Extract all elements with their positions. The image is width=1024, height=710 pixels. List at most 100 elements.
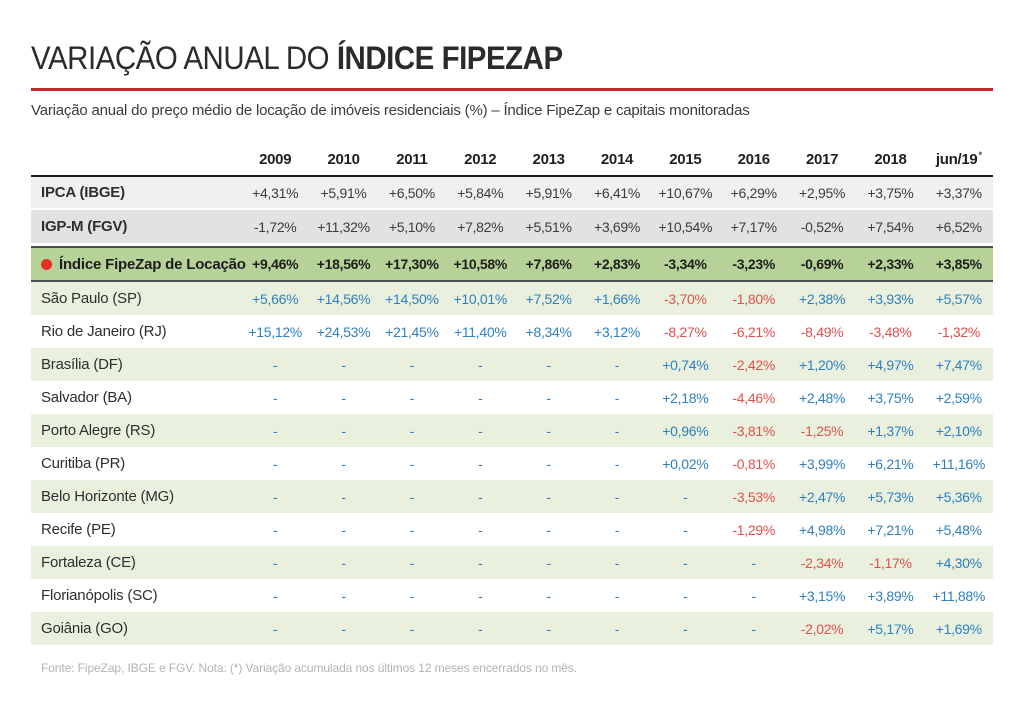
row-label: IPCA (IBGE) [31, 184, 241, 201]
value-cell: - [683, 587, 688, 604]
row-label: Goiânia (GO) [31, 620, 241, 637]
value-cell: - [341, 521, 346, 538]
value-cell: -1,25% [800, 422, 844, 439]
value-cell: +10,58% [453, 256, 508, 272]
value-cell: +5,51% [525, 218, 572, 235]
value-cell: - [478, 521, 483, 538]
value-cell: - [272, 521, 278, 538]
value-cell: +6,41% [593, 184, 641, 201]
value-cell: - [614, 521, 620, 538]
value-cell: - [546, 389, 551, 406]
table-header-row: 2009 2010 2011 2012 2013 2014 2015 2016 2017 2018… [31, 141, 993, 177]
value-cell: +0,02% [662, 455, 709, 472]
value-cell: +2,47% [799, 488, 846, 505]
value-cell: +7,52% [525, 290, 572, 307]
value-cell: -8,27% [664, 323, 707, 340]
value-cell: -6,21% [732, 323, 775, 340]
value-cell: - [683, 488, 688, 505]
value-cell: - [614, 356, 620, 373]
column-header-2016: 2016 [737, 151, 770, 168]
value-cell: -4,46% [732, 389, 775, 406]
value-cell: - [409, 488, 415, 505]
value-cell: +14,50% [385, 290, 439, 307]
value-cell: +2,10% [935, 422, 982, 439]
value-cell: - [341, 389, 346, 406]
value-cell: - [546, 455, 551, 472]
row-label-text: IGP-M (FGV) [41, 218, 128, 235]
row-label-text: Florianópolis (SC) [41, 587, 158, 604]
column-header-2014: 2014 [600, 151, 634, 168]
value-cell: -3,70% [664, 290, 707, 307]
value-cell: - [751, 620, 757, 637]
row-label-text: IPCA (IBGE) [41, 184, 125, 201]
value-cell: +3,12% [593, 323, 641, 340]
value-cell: +4,98% [799, 521, 846, 538]
row-label: Porto Alegre (RS) [31, 422, 241, 439]
value-cell: -3,48% [869, 323, 912, 340]
value-cell: +2,18% [662, 389, 709, 406]
table-row-ipca-ibge: IPCA (IBGE) +4,31% +5,91% +6,50% +5,84% +5,91… [31, 177, 993, 210]
row-label-text: São Paulo (SP) [41, 290, 142, 307]
value-cell: +14,56% [316, 290, 371, 307]
value-cell: - [478, 587, 483, 604]
value-cell: -0,69% [800, 256, 844, 272]
row-label: Rio de Janeiro (RJ) [31, 323, 241, 340]
value-cell: - [341, 554, 346, 571]
value-cell: - [272, 554, 278, 571]
value-cell: - [272, 587, 278, 604]
value-cell: - [272, 356, 278, 373]
value-cell: +15,12% [248, 323, 302, 340]
table-row-s-o-paulo-sp: São Paulo (SP) +5,66% +14,56% +14,50% +10,01… [31, 282, 993, 315]
value-cell: +5,10% [388, 218, 435, 235]
value-cell: +6,29% [730, 184, 777, 201]
value-cell: - [409, 620, 415, 637]
value-cell: +2,95% [799, 184, 846, 201]
row-label-text: Porto Alegre (RS) [41, 422, 156, 439]
value-cell: +4,31% [252, 184, 299, 201]
value-cell: - [272, 620, 278, 637]
value-cell: +11,16% [932, 455, 986, 472]
value-cell: - [614, 488, 620, 505]
value-cell: +5,91% [320, 184, 367, 201]
value-cell: +1,20% [799, 356, 846, 373]
value-cell: +3,69% [593, 218, 641, 235]
row-label: Florianópolis (SC) [31, 587, 241, 604]
value-cell: -2,42% [732, 356, 775, 373]
value-cell: - [478, 620, 483, 637]
value-cell: -1,80% [732, 290, 775, 307]
value-cell: +7,82% [457, 218, 504, 235]
value-cell: +21,45% [385, 323, 439, 340]
row-label: Recife (PE) [31, 521, 241, 538]
value-cell: - [341, 488, 346, 505]
value-cell: +17,30% [385, 256, 439, 272]
table-row-salvador-ba: Salvador (BA) - - - - - - +2,18% -4,46% +2,48% +3,… [31, 381, 993, 414]
value-cell: - [614, 554, 620, 571]
value-cell: - [409, 554, 415, 571]
row-label-text: Salvador (BA) [41, 389, 132, 406]
value-cell: - [614, 455, 620, 472]
value-cell: +1,37% [867, 422, 914, 439]
row-label: Belo Horizonte (MG) [31, 488, 241, 505]
value-cell: - [341, 587, 346, 604]
row-label: São Paulo (SP) [31, 290, 241, 307]
value-cell: - [683, 620, 688, 637]
value-cell: +3,75% [867, 184, 914, 201]
value-cell: -2,34% [800, 554, 844, 571]
value-cell: -1,17% [869, 554, 912, 571]
value-cell: - [546, 554, 551, 571]
value-cell: +9,46% [252, 256, 299, 272]
table-row-recife-pe: Recife (PE) - - - - - - - -1,29% +4,98% +7,21% +5,4… [31, 513, 993, 546]
value-cell: +11,32% [317, 218, 370, 235]
value-cell: - [409, 587, 415, 604]
value-cell: +7,86% [525, 256, 572, 272]
column-header-2017: 2017 [805, 151, 839, 168]
row-label-text: Curitiba (PR) [41, 455, 126, 472]
table-row-belo-horizonte-mg: Belo Horizonte (MG) - - - - - - - -3,53% +2,47% +5… [31, 480, 993, 513]
value-cell: +3,93% [867, 290, 914, 307]
value-cell: -1,72% [253, 218, 297, 235]
value-cell: - [341, 455, 346, 472]
value-cell: - [272, 422, 278, 439]
value-cell: +3,89% [867, 587, 914, 604]
value-cell: - [272, 455, 278, 472]
value-cell: - [614, 620, 620, 637]
